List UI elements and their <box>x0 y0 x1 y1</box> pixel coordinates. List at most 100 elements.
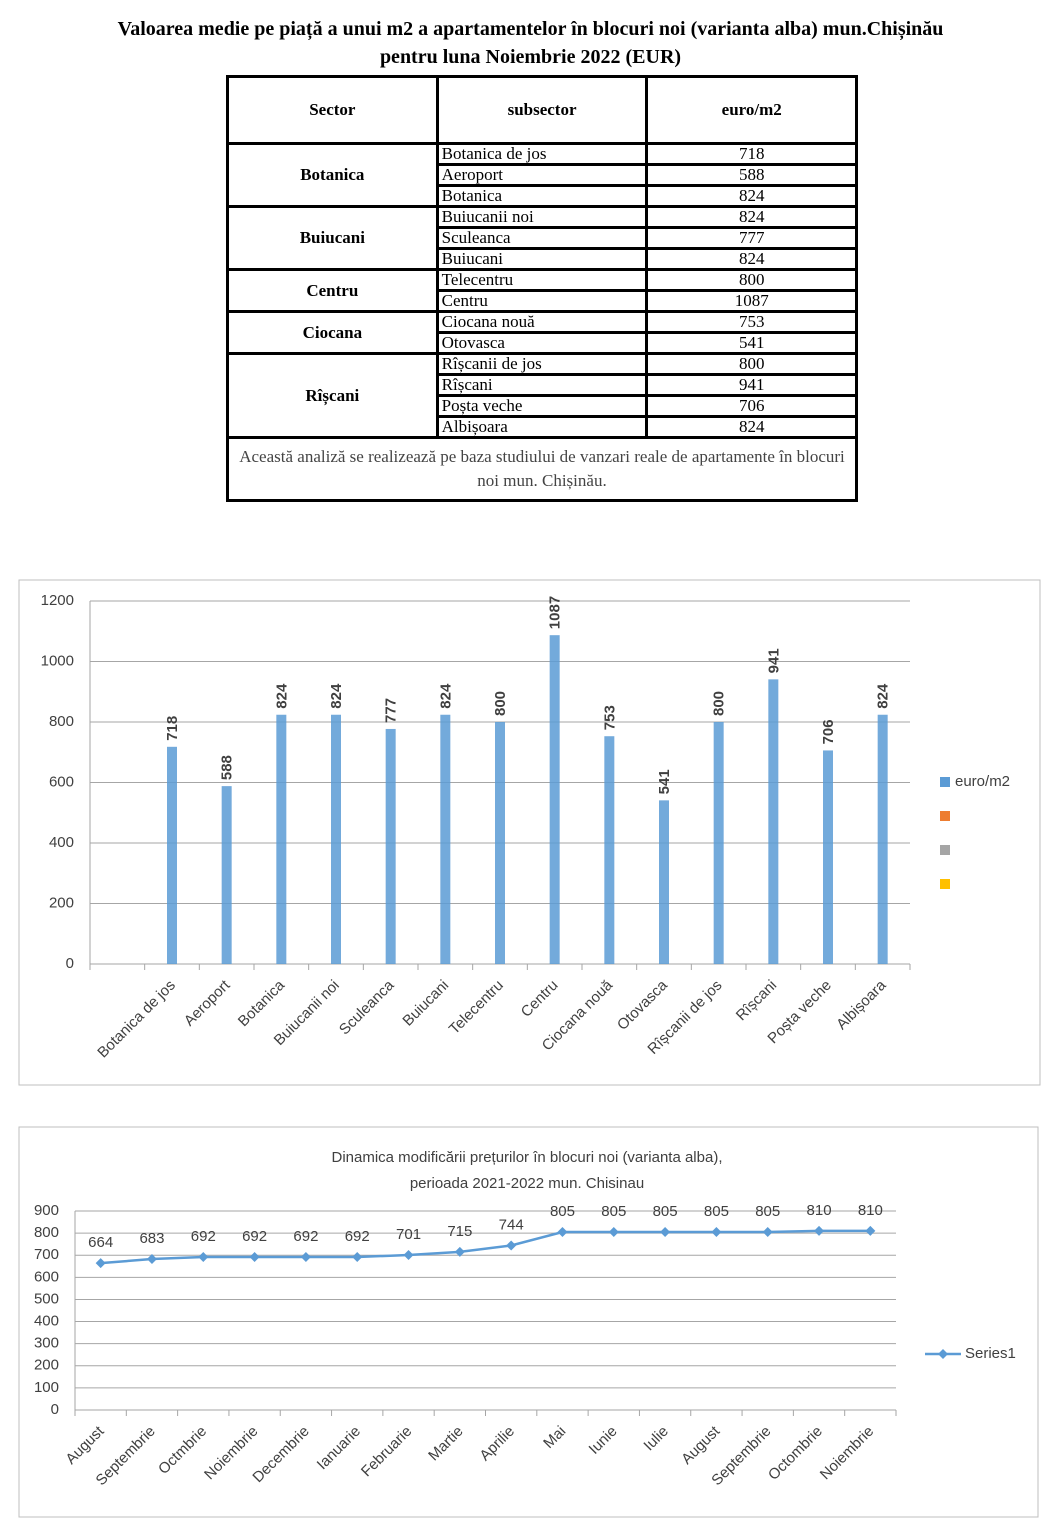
bar <box>659 800 669 964</box>
header-cell: euro/m2 <box>645 75 858 145</box>
value-label: 692 <box>242 1228 267 1245</box>
table-row: Sculeanca 777 <box>228 226 858 250</box>
bar <box>440 714 451 964</box>
table-row: Botanica 824 <box>228 184 858 208</box>
chart-title: perioada 2021-2022 mun. Chisinau <box>410 1175 644 1192</box>
value-label: 588 <box>219 755 236 780</box>
legend-label: Series1 <box>965 1345 1016 1362</box>
marker <box>608 1227 619 1238</box>
x-tick-label: Buiucani <box>399 977 452 1030</box>
value-cell: 941 <box>645 373 858 397</box>
y-tick-label: 800 <box>34 1224 59 1241</box>
legend-swatch <box>940 879 950 889</box>
bar <box>495 722 505 964</box>
value-label: 805 <box>704 1203 729 1220</box>
table-row: Botanica Botanica de jos 718 <box>226 142 858 208</box>
table-row: Această analiză se realizează pe baza st… <box>226 436 858 502</box>
marker <box>249 1251 260 1262</box>
value-label: 810 <box>858 1202 883 1219</box>
sector-cell: Ciocana <box>226 310 439 355</box>
x-tick-label: August <box>62 1422 108 1468</box>
table-row: Rîșcani 941 <box>228 373 858 397</box>
value-label: 664 <box>88 1234 113 1251</box>
subsector-cell: Ciocana nouă <box>435 310 649 334</box>
marker <box>814 1225 825 1236</box>
marker <box>506 1240 517 1251</box>
table-row: Albișoara 824 <box>228 415 858 439</box>
value-cell: 718 <box>645 142 858 166</box>
bar <box>331 714 341 964</box>
marker <box>146 1253 157 1264</box>
value-label: 824 <box>875 683 892 709</box>
value-label: 805 <box>550 1203 575 1220</box>
y-tick-label: 700 <box>34 1246 59 1263</box>
y-tick-label: 1000 <box>41 652 74 669</box>
y-tick-label: 200 <box>49 894 74 911</box>
subsector-cell: Rîșcani <box>435 373 649 397</box>
y-tick-label: 200 <box>34 1357 59 1374</box>
x-tick-label: Aeroport <box>181 976 234 1029</box>
x-tick-label: Albișoara <box>833 976 890 1033</box>
x-tick-label: Februarie <box>358 1423 415 1480</box>
marker <box>198 1251 209 1262</box>
value-cell: 800 <box>645 268 858 292</box>
bar <box>276 714 287 964</box>
bar <box>768 679 779 964</box>
table-row: Aeroport 588 <box>228 163 858 187</box>
table-row: Buiucani Buiucanii noi 824 <box>226 205 858 271</box>
x-tick-label: Centru <box>518 977 562 1021</box>
bar <box>385 728 396 964</box>
value-cell: 588 <box>645 163 858 187</box>
value-cell: 1087 <box>645 289 858 313</box>
bar <box>167 746 177 964</box>
table-row: Ciocana Ciocana nouă 753 <box>226 310 858 355</box>
value-label: 744 <box>499 1216 524 1233</box>
legend-swatch <box>940 845 950 855</box>
marker <box>660 1227 671 1238</box>
sector-cell: Rîșcani <box>226 352 439 439</box>
bar <box>877 714 888 964</box>
y-tick-label: 0 <box>51 1401 59 1418</box>
y-tick-label: 100 <box>34 1379 59 1396</box>
y-tick-label: 400 <box>49 834 74 851</box>
x-tick-label: August <box>678 1422 724 1468</box>
bar <box>823 750 833 964</box>
value-label: 1087 <box>547 596 564 629</box>
value-label: 805 <box>653 1203 678 1220</box>
y-tick-label: 600 <box>49 773 74 790</box>
value-cell: 824 <box>645 247 858 271</box>
note-cell: Această analiză se realizează pe baza st… <box>226 436 858 502</box>
value-cell: 706 <box>645 394 858 418</box>
marker <box>762 1227 773 1238</box>
y-tick-label: 400 <box>34 1313 59 1330</box>
value-label: 541 <box>656 769 673 794</box>
sector-cell: Buiucani <box>226 205 439 271</box>
subsector-cell: Sculeanca <box>435 226 649 250</box>
x-tick-label: Aprilie <box>476 1423 517 1464</box>
value-label: 805 <box>601 1203 626 1220</box>
y-tick-label: 600 <box>34 1268 59 1285</box>
price-table: Sector subsector euro/m2 Botanica Botanica d… <box>226 75 858 502</box>
subsector-cell: Buiucani <box>435 247 649 271</box>
table-row: Centru Telecentru 800 <box>226 268 858 313</box>
x-tick-label: Martie <box>425 1423 466 1464</box>
x-tick-label: Botanica <box>235 976 289 1030</box>
value-label: 718 <box>164 716 181 741</box>
legend-swatch <box>940 811 950 821</box>
x-tick-label: Telecentru <box>446 977 507 1038</box>
value-cell: 824 <box>645 205 858 229</box>
table-row: Rîșcani Rîșcanii de jos 800 <box>226 352 858 439</box>
y-tick-label: 1200 <box>41 592 74 609</box>
marker <box>557 1227 568 1238</box>
table-row: Buiucani 824 <box>228 247 858 271</box>
bar <box>713 722 724 964</box>
x-tick-label: Octombrie <box>765 1423 826 1484</box>
sector-cell: Centru <box>226 268 439 313</box>
value-label: 824 <box>328 683 345 709</box>
subsector-cell: Aeroport <box>435 163 649 187</box>
marker <box>865 1225 876 1236</box>
value-label: 692 <box>191 1228 216 1245</box>
subsector-cell: Albișoara <box>435 415 649 439</box>
y-tick-label: 0 <box>66 955 74 972</box>
